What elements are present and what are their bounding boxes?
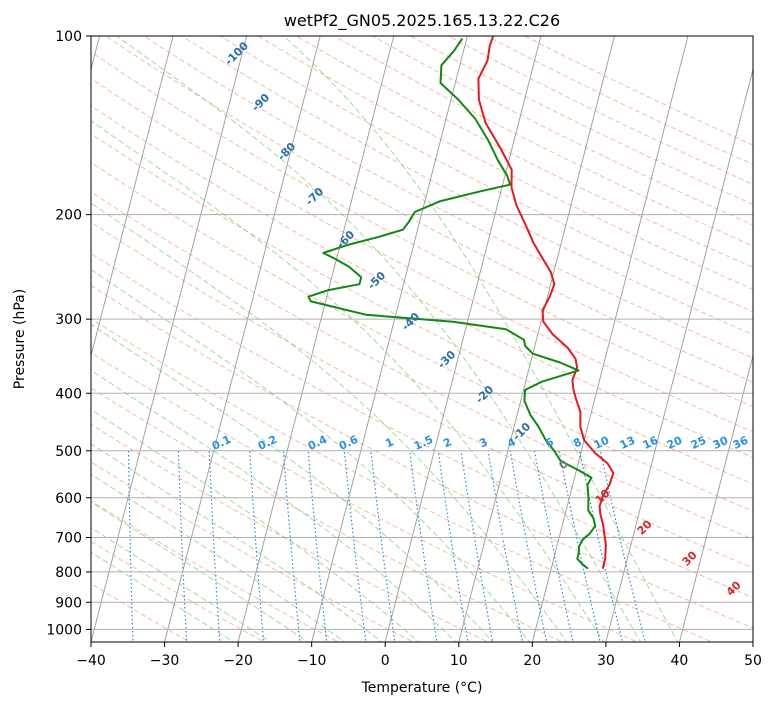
- y-tick-label: 300: [55, 312, 82, 328]
- x-tick-label: −20: [223, 653, 253, 669]
- x-tick-label: −40: [76, 653, 106, 669]
- chart-title: wetPf2_GN05.2025.165.13.22.C26: [284, 11, 560, 31]
- y-tick-label: 900: [55, 595, 82, 611]
- y-tick-label: 500: [55, 444, 82, 460]
- x-axis-title: Temperature (°C): [361, 680, 483, 696]
- y-tick-label: 1000: [46, 622, 82, 638]
- x-tick-label: 20: [523, 653, 541, 669]
- y-tick-label: 200: [55, 208, 82, 224]
- x-tick-label: 40: [671, 653, 689, 669]
- x-tick-label: 10: [450, 653, 468, 669]
- x-tick-label: 0: [381, 653, 390, 669]
- x-tick-label: 50: [744, 653, 762, 669]
- x-tick-label: −30: [150, 653, 180, 669]
- y-axis-title: Pressure (hPa): [12, 289, 28, 389]
- x-tick-label: −10: [297, 653, 327, 669]
- y-tick-label: 100: [55, 29, 82, 45]
- y-tick-label: 800: [55, 565, 82, 581]
- y-tick-label: 700: [55, 531, 82, 547]
- x-tick-label: 30: [597, 653, 615, 669]
- y-tick-label: 600: [55, 491, 82, 507]
- y-tick-label: 400: [55, 386, 82, 402]
